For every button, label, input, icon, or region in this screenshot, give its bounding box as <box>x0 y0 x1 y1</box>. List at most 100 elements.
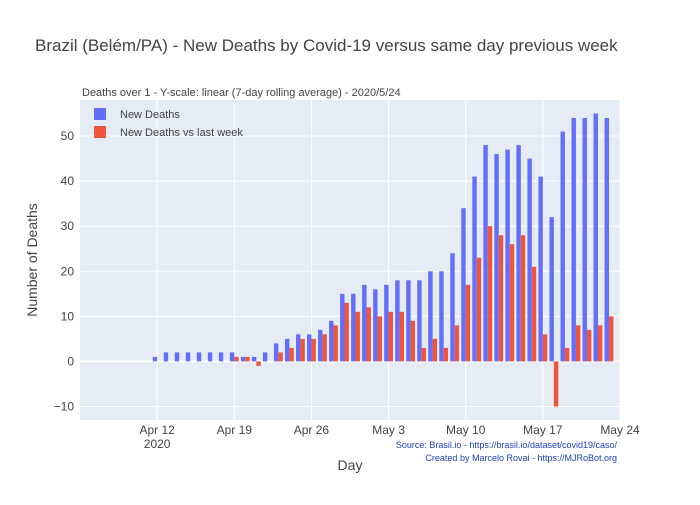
grid-lines <box>80 100 621 420</box>
y-tick-label: 0 <box>67 354 74 368</box>
bar-new-deaths <box>251 356 257 362</box>
source-line-1: Source: Brasil.io - https://brasil.io/da… <box>396 440 618 450</box>
bar-vs-last-week <box>487 226 493 362</box>
bar-vs-last-week <box>410 320 416 362</box>
bar-new-deaths <box>494 154 499 362</box>
bar-new-deaths <box>262 352 268 362</box>
bar-new-deaths <box>218 352 224 362</box>
source-line-2: Created by Marcelo Rovai - https://MJRoB… <box>425 453 617 463</box>
bar-new-deaths <box>329 320 334 362</box>
bar-new-deaths <box>604 118 609 362</box>
bar-new-deaths <box>196 352 202 362</box>
bar-vs-last-week <box>564 347 570 362</box>
bar-vs-last-week <box>597 325 603 362</box>
bar-vs-last-week <box>454 325 460 362</box>
y-tick-label: 40 <box>61 174 75 188</box>
bar-vs-last-week <box>388 311 393 362</box>
bar-vs-last-week <box>289 347 294 362</box>
bar-vs-last-week <box>234 356 239 362</box>
y-tick-label: −10 <box>54 399 75 413</box>
bar-vs-last-week <box>575 325 581 362</box>
bar-new-deaths <box>417 280 422 362</box>
bar-vs-last-week <box>476 257 482 362</box>
bar-new-deaths <box>384 284 389 362</box>
bar-new-deaths <box>240 356 246 362</box>
bar-new-deaths <box>549 217 554 362</box>
bar-new-deaths <box>560 131 565 362</box>
bar-new-deaths <box>340 293 345 362</box>
bar-vs-last-week <box>333 325 338 362</box>
chart-subtitle: Deaths over 1 - Y-scale: linear (7-day r… <box>82 87 401 99</box>
y-axis: −10 0 10 20 30 40 50 <box>54 129 75 413</box>
bar-new-deaths <box>582 118 587 362</box>
legend-label: New Deaths vs last week <box>120 127 243 139</box>
bar-new-deaths <box>373 289 378 362</box>
y-axis-title: Number of Deaths <box>24 203 40 317</box>
bar-vs-last-week <box>509 244 515 362</box>
y-tick-label: 50 <box>61 129 75 143</box>
bar-new-deaths <box>207 352 213 362</box>
bar-new-deaths <box>284 338 290 362</box>
bar-vs-last-week <box>608 316 614 362</box>
bar-new-deaths <box>450 253 455 362</box>
y-tick-label: 20 <box>61 264 75 278</box>
legend-swatch <box>94 108 106 120</box>
x-axis-title: Day <box>338 457 363 473</box>
bar-vs-last-week <box>586 329 592 362</box>
bar-new-deaths <box>483 145 488 362</box>
bar-new-deaths <box>538 176 543 362</box>
x-tick-label: May 17 <box>523 423 563 437</box>
bar-new-deaths <box>527 158 532 362</box>
bar-vs-last-week <box>553 361 559 407</box>
bar-new-deaths <box>439 271 444 362</box>
bar-vs-last-week <box>344 302 349 362</box>
legend[interactable]: New Deaths New Deaths vs last week <box>94 108 243 139</box>
bar-new-deaths <box>229 352 235 362</box>
x-tick-label: May 10 <box>446 423 486 437</box>
bar-new-deaths <box>505 149 510 362</box>
bar-vs-last-week <box>421 347 427 362</box>
bar-vs-last-week <box>542 334 548 362</box>
bar-new-deaths <box>152 356 158 362</box>
bar-vs-last-week <box>322 334 327 362</box>
bar-new-deaths <box>362 284 367 362</box>
bar-new-deaths <box>516 145 521 362</box>
bar-new-deaths <box>174 352 180 362</box>
bar-new-deaths <box>163 352 169 362</box>
y-tick-label: 10 <box>61 309 75 323</box>
bar-new-deaths <box>593 113 598 362</box>
chart-title: Brazil (Belém/PA) - New Deaths by Covid-… <box>35 36 618 55</box>
bar-vs-last-week <box>531 266 537 362</box>
bar-vs-last-week <box>498 235 504 362</box>
bars <box>152 113 614 407</box>
bar-new-deaths <box>185 352 191 362</box>
bar-new-deaths <box>571 118 576 362</box>
legend-swatch <box>94 126 106 138</box>
x-tick-label: Apr 12 <box>139 423 175 437</box>
bar-vs-last-week <box>399 311 404 362</box>
bar-new-deaths <box>273 343 279 362</box>
bar-vs-last-week <box>520 235 526 362</box>
bar-new-deaths <box>351 293 356 362</box>
bar-vs-last-week <box>443 347 449 362</box>
bar-vs-last-week <box>300 338 305 362</box>
x-tick-label: May 24 <box>600 423 640 437</box>
legend-label: New Deaths <box>120 109 180 121</box>
bar-vs-last-week <box>432 338 438 362</box>
y-tick-label: 30 <box>61 219 75 233</box>
bar-new-deaths <box>472 176 477 362</box>
bar-vs-last-week <box>256 361 261 366</box>
bar-new-deaths <box>406 280 411 362</box>
x-tick-label: May 3 <box>372 423 405 437</box>
x-tick-label: Apr 26 <box>294 423 330 437</box>
bar-new-deaths <box>307 334 312 362</box>
bar-vs-last-week <box>465 284 471 362</box>
bar-vs-last-week <box>311 338 316 362</box>
bar-vs-last-week <box>355 311 360 362</box>
bar-new-deaths <box>296 334 301 362</box>
bar-vs-last-week <box>366 307 371 362</box>
bar-vs-last-week <box>278 352 283 362</box>
x-tick-sublabel: 2020 <box>144 437 171 451</box>
